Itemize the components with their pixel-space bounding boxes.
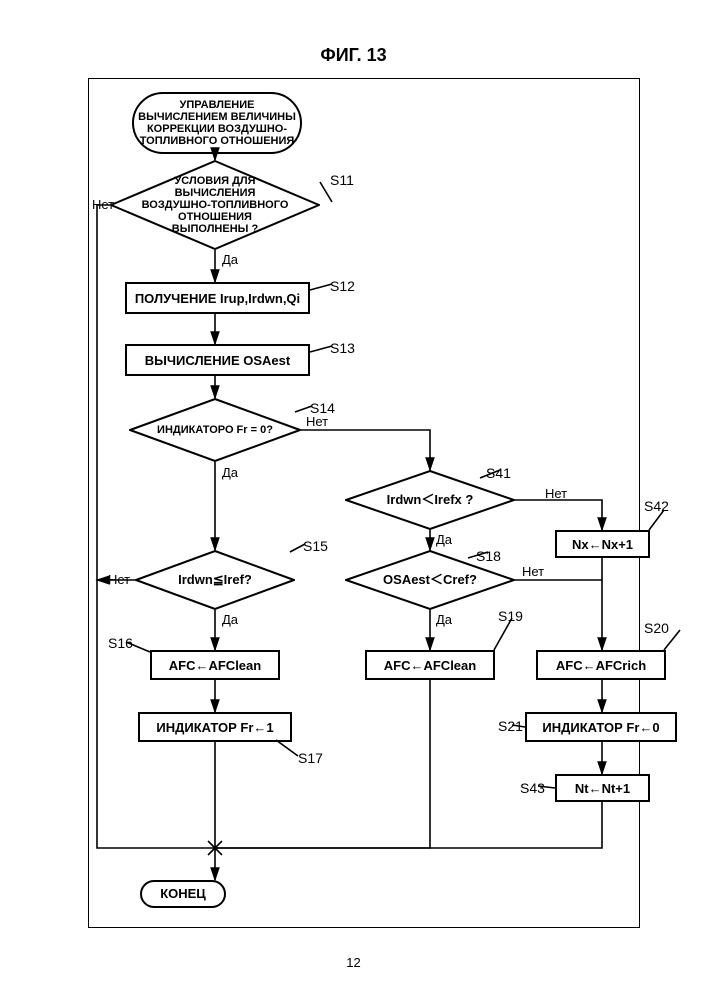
decision-s15-text: Irdwn≦Iref? — [135, 550, 295, 610]
yn-s41-no: Нет — [545, 486, 567, 501]
yn-s15-no: Нет — [108, 572, 130, 587]
decision-s14-text: ИНДИКАТОРО Fr = 0? — [129, 398, 301, 462]
steplabel-s19: S19 — [498, 608, 523, 624]
process-s21: ИНДИКАТОР Fr←0 — [525, 712, 677, 742]
yn-s18-no: Нет — [522, 564, 544, 579]
process-s17: ИНДИКАТОР Fr←1 — [138, 712, 292, 742]
yn-s41-yes: Да — [436, 532, 452, 547]
decision-s14: ИНДИКАТОРО Fr = 0? — [129, 398, 301, 462]
decision-s11-text: УСЛОВИЯ ДЛЯ ВЫЧИСЛЕНИЯ ВОЗДУШНО-ТОПЛИВНО… — [110, 160, 320, 250]
steplabel-s16: S16 — [108, 635, 133, 651]
steplabel-s41: S41 — [486, 465, 511, 481]
steplabel-s13: S13 — [330, 340, 355, 356]
process-s13: ВЫЧИСЛЕНИЕ OSAest — [125, 344, 310, 376]
start-terminator: УПРАВЛЕНИЕ ВЫЧИСЛЕНИЕМ ВЕЛИЧИНЫ КОРРЕКЦИ… — [132, 92, 302, 154]
yn-s18-yes: Да — [436, 612, 452, 627]
process-s19: AFC←AFClean — [365, 650, 495, 680]
steplabel-s21: S21 — [498, 718, 523, 734]
page-number: 12 — [0, 955, 707, 970]
figure-title: ФИГ. 13 — [0, 45, 707, 66]
steplabel-s20: S20 — [644, 620, 669, 636]
steplabel-s42: S42 — [644, 498, 669, 514]
process-s43: Nt←Nt+1 — [555, 774, 650, 802]
steplabel-s43: S43 — [520, 780, 545, 796]
steplabel-s18: S18 — [476, 548, 501, 564]
end-terminator: КОНЕЦ — [140, 880, 226, 908]
decision-s15: Irdwn≦Iref? — [135, 550, 295, 610]
yn-s11-no: Нет — [92, 197, 114, 212]
yn-s11-yes: Да — [222, 252, 238, 267]
steplabel-s17: S17 — [298, 750, 323, 766]
yn-s15-yes: Да — [222, 612, 238, 627]
yn-s14-yes: Да — [222, 465, 238, 480]
steplabel-s15: S15 — [303, 538, 328, 554]
yn-s14-no: Нет — [306, 414, 328, 429]
decision-s11: УСЛОВИЯ ДЛЯ ВЫЧИСЛЕНИЯ ВОЗДУШНО-ТОПЛИВНО… — [110, 160, 320, 250]
process-s12: ПОЛУЧЕНИЕ Irup,Irdwn,Qi — [125, 282, 310, 314]
steplabel-s11: S11 — [330, 172, 354, 188]
process-s16: AFC←AFClean — [150, 650, 280, 680]
steplabel-s12: S12 — [330, 278, 355, 294]
process-s20: AFC←AFCrich — [536, 650, 666, 680]
process-s42: Nx←Nx+1 — [555, 530, 650, 558]
page: ФИГ. 13 УПРАВЛЕНИЕ ВЫЧИСЛЕНИЕМ ВЕЛИЧИНЫ … — [0, 0, 707, 1000]
